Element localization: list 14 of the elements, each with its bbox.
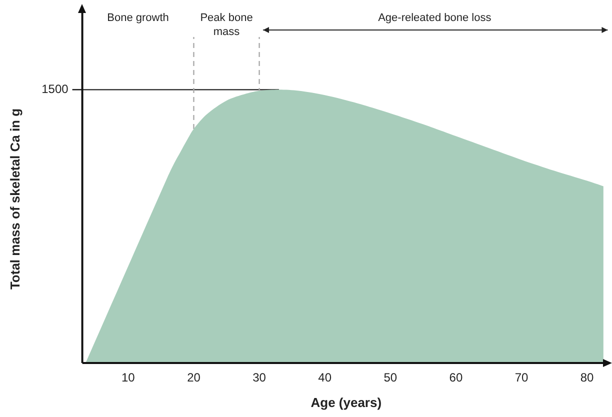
text: Age-releated bone loss (378, 12, 492, 24)
y-tick-label: 1500 (42, 82, 69, 96)
x-tick-label: 40 (318, 370, 332, 385)
x-tick-label: 30 (252, 370, 266, 385)
text: Bone growth (107, 12, 169, 24)
x-axis-title: Age (years) (310, 394, 382, 410)
x-tick-label: 50 (384, 370, 398, 385)
x-tick-label: 70 (514, 370, 528, 385)
annotation: Peak bone mass (200, 12, 253, 38)
x-tick-label: 20 (187, 370, 201, 385)
x-tick-label: 60 (449, 370, 463, 385)
y-axis-title: Total mass of skeletal Ca in g (7, 108, 22, 290)
x-tick-label: 80 (580, 370, 594, 385)
x-tick-label: 10 (122, 370, 136, 385)
